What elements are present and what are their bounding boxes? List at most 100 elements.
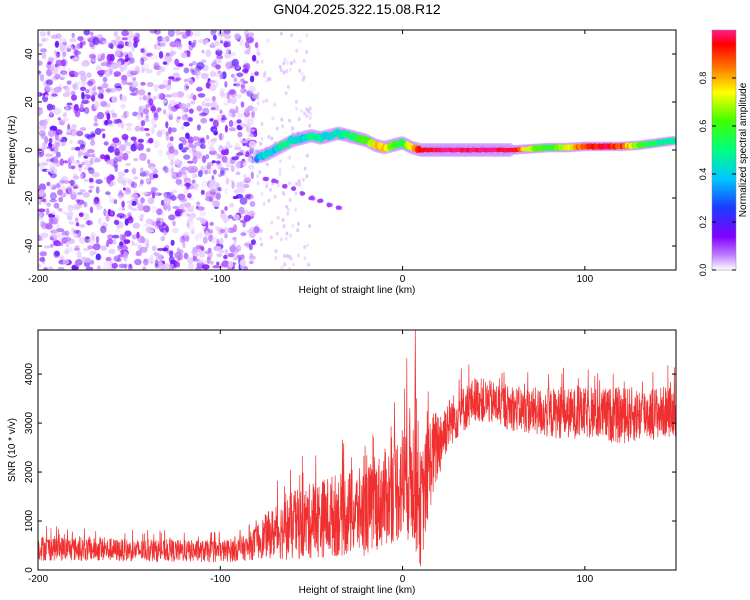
noise-dot — [113, 156, 118, 164]
noise-dot — [286, 207, 290, 212]
noise-dot — [96, 34, 103, 39]
noise-dot — [123, 239, 131, 245]
noise-dot — [169, 260, 176, 264]
noise-dot — [87, 245, 94, 250]
noise-dot — [142, 50, 148, 56]
noise-dot — [171, 78, 180, 82]
noise-dot — [80, 256, 88, 264]
noise-dot — [150, 118, 156, 126]
snr-plot-frame — [37, 329, 677, 571]
noise-dot — [220, 170, 225, 177]
noise-dot — [180, 125, 185, 130]
noise-dot — [247, 32, 255, 37]
noise-dot — [170, 239, 175, 246]
noise-dot — [250, 239, 256, 246]
noise-dot — [227, 97, 232, 104]
noise-dot — [210, 107, 217, 111]
noise-dot — [301, 77, 305, 82]
noise-dot — [56, 228, 65, 233]
noise-dot — [80, 80, 88, 86]
noise-dot — [60, 70, 68, 76]
noise-dot — [259, 236, 263, 241]
noise-dot — [58, 84, 63, 90]
noise-dot — [126, 200, 133, 204]
noise-dot — [240, 160, 248, 164]
noise-dot — [94, 158, 101, 163]
noise-dot — [163, 109, 167, 115]
noise-dot — [39, 31, 47, 37]
noise-dot — [68, 221, 75, 225]
noise-dot — [231, 58, 239, 67]
noise-dot — [100, 225, 107, 234]
noise-dot — [145, 178, 150, 183]
noise-dot — [85, 266, 94, 270]
spectrogram-secondary-track — [262, 176, 343, 210]
noise-dot — [72, 186, 78, 189]
noise-dot — [153, 123, 158, 128]
noise-dot — [213, 73, 222, 77]
noise-dot — [100, 245, 107, 251]
noise-dot — [93, 251, 97, 255]
noise-dot — [72, 57, 80, 61]
noise-dot — [278, 171, 282, 176]
noise-dot — [166, 113, 171, 118]
noise-dot — [183, 154, 191, 160]
noise-dot — [208, 234, 214, 242]
noise-dot — [38, 162, 41, 167]
noise-dot — [121, 133, 129, 141]
noise-dot — [131, 207, 138, 212]
noise-dot — [142, 108, 150, 115]
noise-dot — [130, 181, 138, 189]
noise-dot — [116, 227, 120, 234]
noise-dot — [229, 144, 233, 149]
noise-dot — [206, 164, 211, 170]
noise-dot — [215, 160, 221, 164]
noise-dot — [286, 84, 290, 89]
noise-dot — [43, 123, 47, 131]
noise-dot — [162, 99, 167, 104]
noise-dot — [38, 211, 45, 218]
noise-dot — [123, 263, 128, 269]
noise-dot — [156, 130, 163, 138]
noise-dot — [151, 186, 157, 195]
noise-dot — [147, 197, 155, 205]
noise-dot — [183, 147, 189, 151]
noise-dot — [250, 195, 254, 200]
noise-dot — [239, 197, 248, 205]
noise-dot — [236, 72, 244, 78]
noise-dot — [192, 94, 197, 101]
noise-dot — [195, 244, 202, 250]
noise-dot — [224, 206, 228, 211]
noise-dot — [85, 220, 94, 226]
noise-dot — [130, 193, 138, 199]
noise-dot — [248, 140, 257, 149]
x-tick-label: 100 — [577, 274, 594, 285]
noise-dot — [38, 235, 42, 242]
noise-dot — [266, 38, 270, 43]
noise-dot — [132, 222, 141, 229]
noise-dot — [168, 114, 173, 121]
noise-dot — [54, 40, 60, 48]
noise-dot — [62, 259, 70, 265]
noise-dot — [281, 190, 285, 195]
noise-dot — [76, 199, 85, 205]
noise-dot — [38, 189, 45, 197]
noise-dot — [168, 126, 172, 135]
noise-dot — [73, 185, 80, 190]
y-tick-label: 0 — [24, 567, 35, 573]
noise-dot — [236, 80, 241, 88]
noise-dot — [75, 222, 80, 227]
noise-dot — [113, 71, 122, 77]
noise-dot — [230, 96, 237, 105]
noise-dot — [248, 164, 255, 170]
noise-dot — [286, 211, 290, 216]
noise-dot — [217, 187, 222, 192]
noise-dot — [221, 149, 228, 156]
noise-dot — [64, 105, 69, 110]
spectrogram-x-ticks: -200 -100 0 100 — [28, 30, 594, 285]
noise-dot — [105, 119, 113, 125]
noise-dot — [84, 106, 90, 115]
noise-dot — [172, 227, 179, 234]
noise-dot — [50, 62, 56, 69]
noise-dot — [136, 111, 142, 116]
